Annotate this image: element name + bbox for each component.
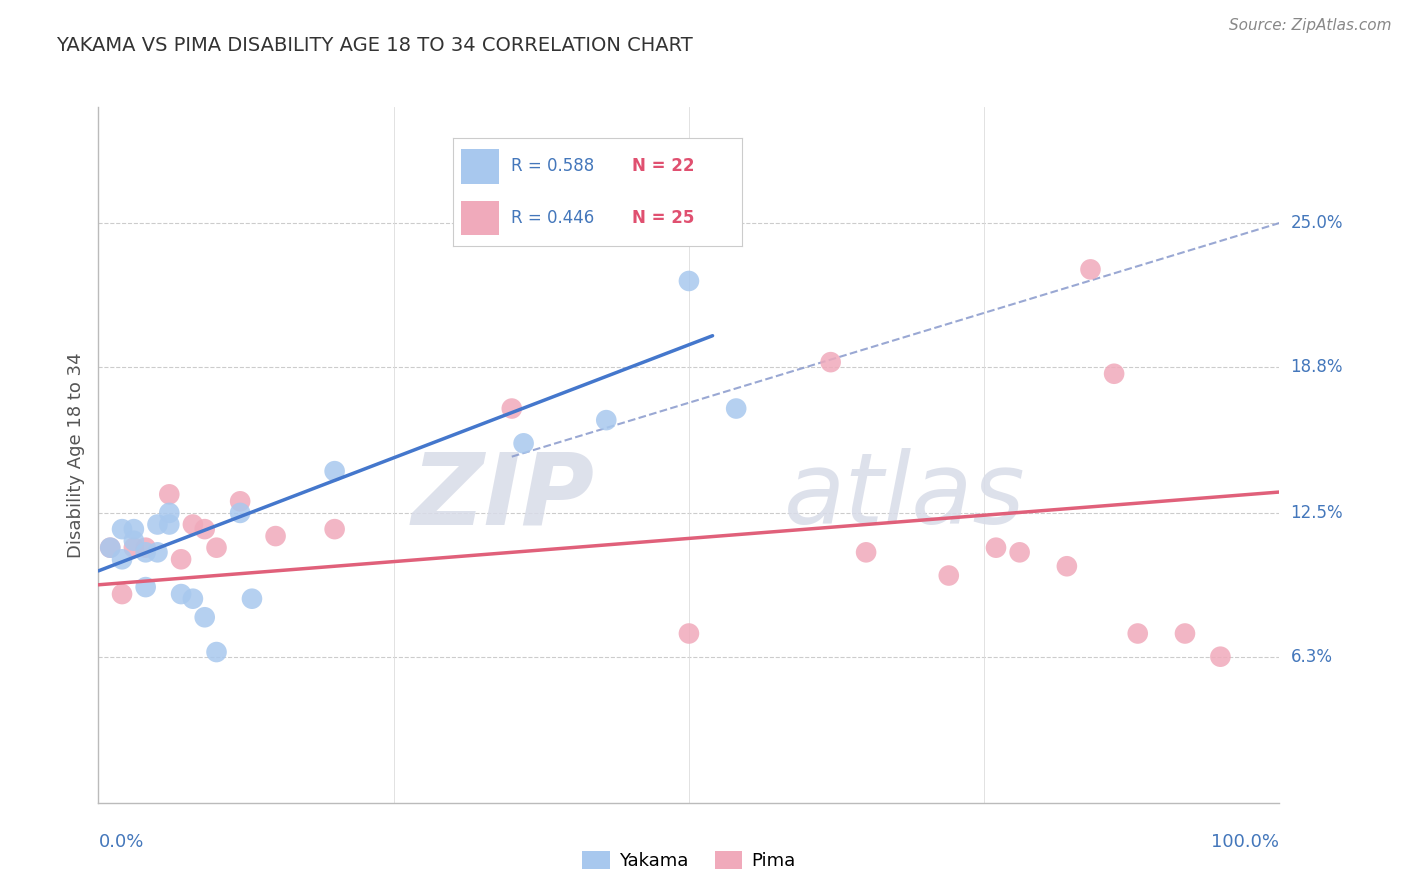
Point — [984, 541, 1007, 555]
Point — [146, 517, 169, 532]
Point — [820, 355, 842, 369]
Point — [264, 529, 287, 543]
Y-axis label: Disability Age 18 to 34: Disability Age 18 to 34 — [66, 352, 84, 558]
Point — [229, 494, 252, 508]
Point — [146, 545, 169, 559]
Point — [111, 552, 134, 566]
Point — [194, 522, 217, 536]
Point — [240, 591, 263, 606]
Point — [98, 541, 121, 555]
Point — [229, 506, 252, 520]
Point — [205, 541, 228, 555]
Text: 18.8%: 18.8% — [1291, 358, 1343, 376]
Text: 12.5%: 12.5% — [1291, 504, 1343, 522]
Point — [205, 645, 228, 659]
Point — [678, 274, 700, 288]
Point — [1174, 626, 1197, 640]
Point — [122, 541, 145, 555]
Point — [135, 545, 157, 559]
Point — [181, 517, 204, 532]
Point — [170, 587, 193, 601]
Point — [725, 401, 748, 416]
Point — [111, 587, 134, 601]
Point — [157, 487, 180, 501]
Point — [98, 541, 121, 555]
Point — [1126, 626, 1149, 640]
Text: 0.0%: 0.0% — [98, 833, 143, 851]
Text: 25.0%: 25.0% — [1291, 214, 1343, 232]
Point — [512, 436, 534, 450]
Point — [157, 517, 180, 532]
Text: 100.0%: 100.0% — [1212, 833, 1279, 851]
Point — [323, 464, 346, 478]
Point — [194, 610, 217, 624]
Point — [135, 580, 157, 594]
Point — [501, 401, 523, 416]
Text: Source: ZipAtlas.com: Source: ZipAtlas.com — [1229, 18, 1392, 33]
Text: 6.3%: 6.3% — [1291, 648, 1333, 665]
Text: ZIP: ZIP — [412, 448, 595, 545]
Point — [323, 522, 346, 536]
Point — [111, 522, 134, 536]
Point — [157, 506, 180, 520]
Point — [938, 568, 960, 582]
Point — [678, 626, 700, 640]
Point — [1008, 545, 1031, 559]
Point — [855, 545, 877, 559]
Point — [181, 591, 204, 606]
Point — [1056, 559, 1078, 574]
Text: YAKAMA VS PIMA DISABILITY AGE 18 TO 34 CORRELATION CHART: YAKAMA VS PIMA DISABILITY AGE 18 TO 34 C… — [56, 36, 693, 54]
Point — [122, 522, 145, 536]
Point — [1209, 649, 1232, 664]
Text: atlas: atlas — [783, 448, 1025, 545]
Legend: Yakama, Pima: Yakama, Pima — [575, 844, 803, 877]
Point — [1080, 262, 1102, 277]
Point — [135, 541, 157, 555]
Point — [1102, 367, 1125, 381]
Point — [595, 413, 617, 427]
Point — [170, 552, 193, 566]
Point — [122, 533, 145, 548]
